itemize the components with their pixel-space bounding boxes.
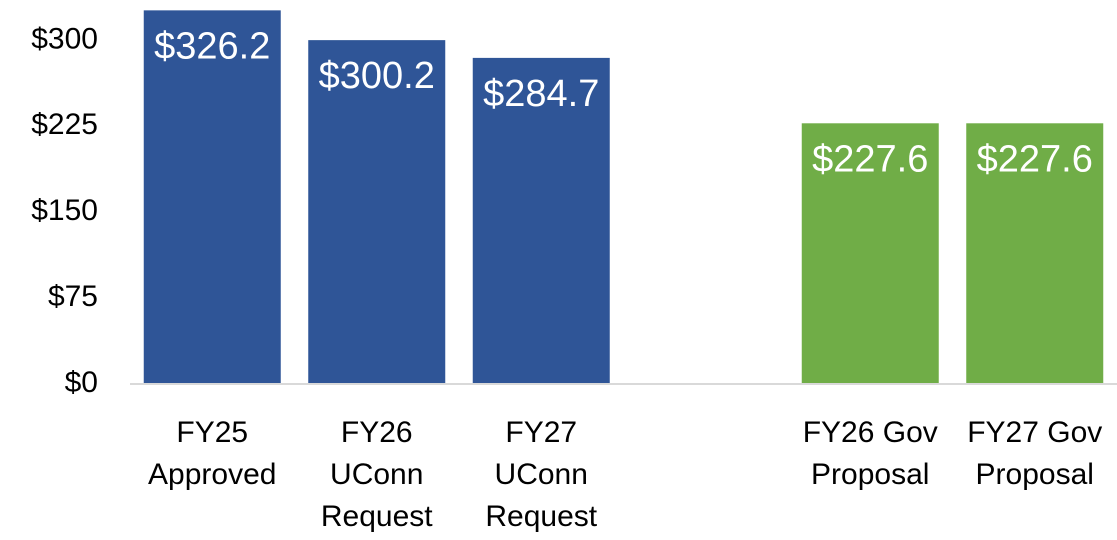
bar (966, 123, 1104, 384)
x-tick-label: FY26 UConn Request (320, 416, 433, 533)
bar (308, 40, 446, 384)
x-tick-label: FY27 UConn Request (485, 416, 598, 533)
x-tick-label: FY27 Gov Proposal (967, 416, 1103, 491)
bar (472, 57, 610, 384)
y-tick-label: $300 (31, 22, 98, 55)
data-label: $284.7 (483, 73, 599, 115)
data-label: $227.6 (812, 138, 928, 180)
data-label: $300.2 (319, 55, 435, 97)
bar (143, 10, 281, 385)
y-tick-label: $150 (31, 194, 98, 227)
x-tick-label: FY26 Gov Proposal (802, 416, 938, 491)
data-label: $227.6 (977, 138, 1093, 180)
data-label: $326.2 (154, 25, 270, 67)
y-tick-label: $225 (31, 108, 98, 141)
bar (801, 123, 939, 384)
y-tick-label: $75 (48, 280, 98, 313)
y-tick-label: $0 (65, 366, 98, 399)
x-tick-label: FY25 Approved (148, 416, 277, 491)
